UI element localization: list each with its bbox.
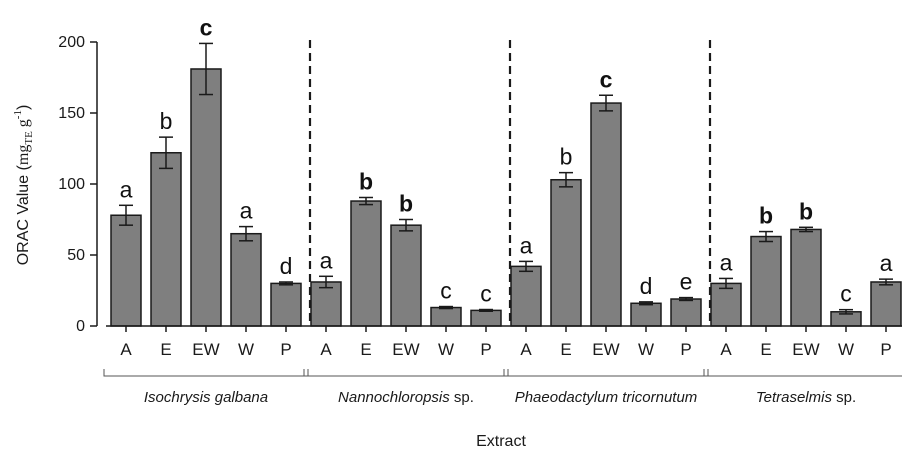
significance-letter: b: [759, 203, 773, 229]
bar: [630, 302, 662, 327]
significance-letter: b: [359, 168, 373, 194]
y-axis-title-suffix: ): [15, 105, 32, 110]
bar: [430, 306, 462, 327]
category-label: A: [520, 340, 532, 359]
y-tick-label: 0: [76, 318, 85, 335]
significance-letter: c: [840, 281, 852, 307]
species-label: Nannochloropsis sp.: [338, 389, 474, 406]
species-label: Tetraselmis sp.: [756, 389, 856, 406]
category-label: P: [480, 340, 491, 359]
significance-letter: a: [520, 232, 533, 258]
significance-letter: b: [799, 198, 813, 224]
category-label: EW: [592, 340, 619, 359]
y-axis-unit-sub: TE: [23, 131, 35, 145]
group-bracket: [703, 369, 902, 377]
significance-letter: c: [600, 66, 613, 92]
bar: [310, 281, 342, 327]
category-label: EW: [792, 340, 819, 359]
significance-letter: b: [160, 108, 173, 134]
bar: [230, 232, 262, 327]
y-tick-label: 200: [58, 34, 85, 51]
y-tick-label: 150: [58, 105, 85, 122]
category-label: A: [120, 340, 132, 359]
significance-letter: a: [320, 247, 333, 273]
category-label: W: [238, 340, 254, 359]
significance-letter: d: [280, 253, 293, 279]
y-tick-label: 100: [58, 176, 85, 193]
category-label: W: [438, 340, 454, 359]
bar: [390, 224, 422, 327]
significance-letter: e: [680, 269, 693, 295]
category-label: W: [838, 340, 854, 359]
category-label: A: [720, 340, 732, 359]
y-axis-unit-sup: -1: [12, 110, 24, 119]
svg-text:ORAC Value (mgTE g-1): ORAC Value (mgTE g-1): [12, 105, 35, 266]
species-name: Phaeodactylum tricornutum: [515, 389, 698, 406]
bar: [790, 228, 822, 327]
y-axis-title-prefix: ORAC Value (: [15, 164, 32, 265]
category-label: P: [680, 340, 691, 359]
significance-letter: c: [200, 14, 213, 40]
bar: [550, 178, 582, 327]
category-label: W: [638, 340, 654, 359]
significance-letter: d: [640, 273, 653, 299]
y-axis-title: ORAC Value (mgTE g-1): [12, 105, 35, 266]
significance-letter: a: [880, 250, 893, 276]
group-bracket: [303, 369, 509, 377]
category-label: E: [360, 340, 371, 359]
category-label: EW: [392, 340, 419, 359]
category-label: P: [880, 340, 891, 359]
category-label: P: [280, 340, 291, 359]
y-tick-label: 50: [67, 247, 85, 264]
bar: [110, 214, 142, 327]
category-label: E: [560, 340, 571, 359]
category-label: A: [320, 340, 332, 359]
bar: [750, 235, 782, 327]
y-axis-unit-g: g: [15, 119, 32, 131]
bar: [270, 282, 302, 327]
significance-letter: b: [560, 144, 573, 170]
group-bracket: [503, 369, 709, 377]
bar: [350, 200, 382, 327]
bar: [710, 282, 742, 327]
category-label: E: [760, 340, 771, 359]
species-suffix: sp.: [450, 389, 474, 406]
bar: [870, 281, 902, 327]
category-label: E: [160, 340, 171, 359]
species-name: Tetraselmis: [756, 389, 833, 406]
significance-letter: a: [240, 198, 253, 224]
species-label: Phaeodactylum tricornutum: [515, 389, 698, 406]
significance-letter: c: [480, 281, 492, 307]
category-label: EW: [192, 340, 219, 359]
species-suffix: sp.: [832, 389, 856, 406]
y-axis-unit-base: mg: [15, 145, 32, 165]
bar: [510, 265, 542, 327]
group-bracket: [103, 369, 309, 377]
significance-letter: a: [120, 176, 133, 202]
significance-letter: b: [399, 191, 413, 217]
bar: [670, 298, 702, 327]
significance-letter: c: [440, 278, 452, 304]
species-name: Nannochloropsis: [338, 389, 450, 406]
bar: [590, 102, 622, 327]
bar: [470, 309, 502, 327]
bar: [190, 68, 222, 327]
x-axis-title: Extract: [476, 433, 526, 450]
significance-letter: a: [720, 249, 733, 275]
species-name: Isochrysis galbana: [144, 389, 268, 406]
species-label: Isochrysis galbana: [144, 389, 268, 406]
bar: [150, 152, 182, 327]
